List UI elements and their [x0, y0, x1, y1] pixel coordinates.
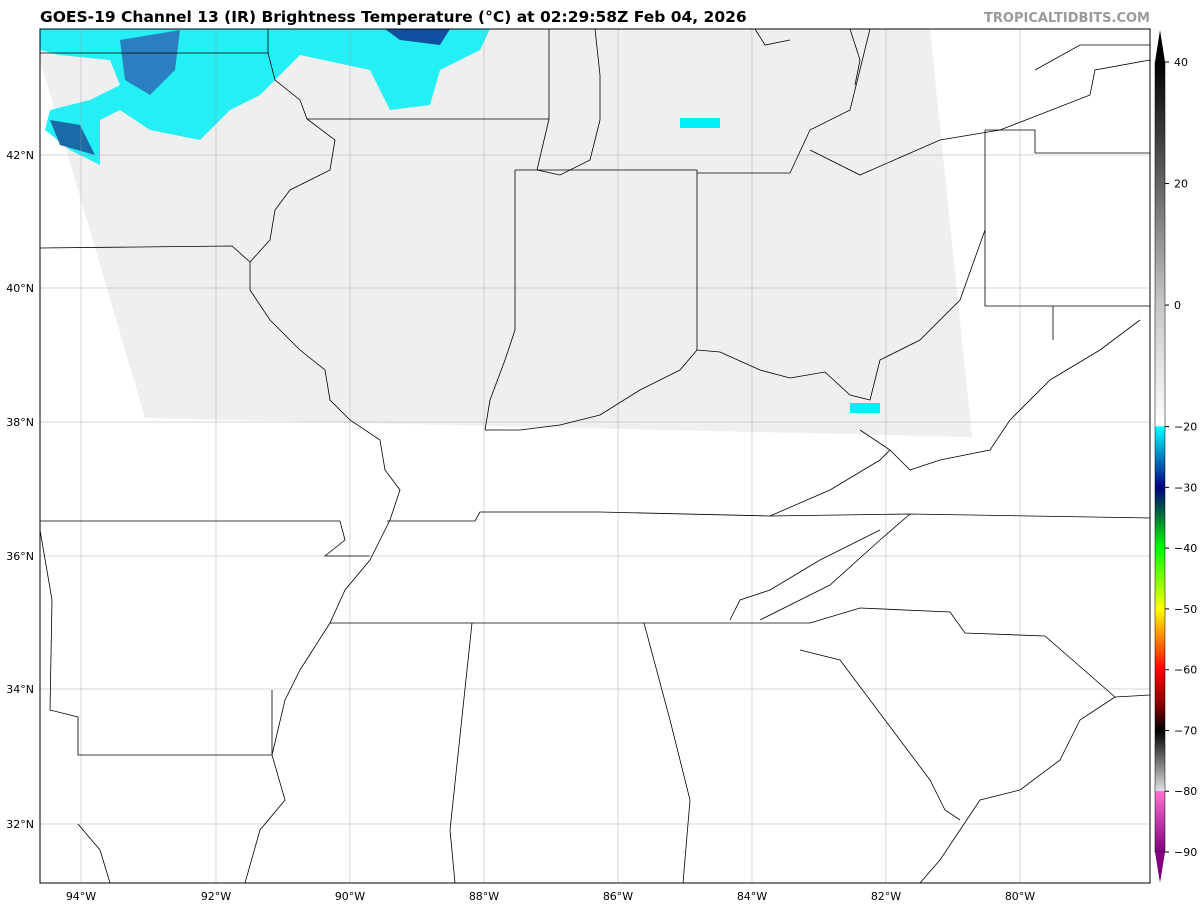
longitude-labels: 94°W 92°W 90°W 88°W 86°W 84°W 82°W 80°W [66, 890, 1035, 903]
lon-label: 92°W [201, 890, 231, 903]
lon-label: 84°W [737, 890, 767, 903]
lon-label: 80°W [1005, 890, 1035, 903]
gridlines [40, 29, 1150, 883]
rivers-and-coasts [77, 29, 1150, 883]
satellite-cloud-field [40, 29, 972, 437]
lat-label: 34°N [6, 683, 34, 696]
state-borders [40, 29, 1150, 883]
colorbar-tick-label: −80 [1174, 785, 1197, 798]
map-title: GOES-19 Channel 13 (IR) Brightness Tempe… [40, 8, 747, 26]
colorbar-tick-label: −40 [1174, 542, 1197, 555]
lon-label: 86°W [603, 890, 633, 903]
colorbar-tick-label: −50 [1174, 603, 1197, 616]
map-area [40, 29, 1150, 883]
map-frame [39, 28, 1151, 884]
colorbar-tick-label: −30 [1174, 481, 1197, 494]
lat-label: 36°N [6, 550, 34, 563]
lat-label: 42°N [6, 149, 34, 162]
lat-label: 38°N [6, 416, 34, 429]
colorbar-extend-max [1155, 30, 1165, 62]
lat-label: 32°N [6, 818, 34, 831]
lon-label: 88°W [469, 890, 499, 903]
cold-cloud-patches [40, 29, 880, 413]
colorbar-tick-label: −70 [1174, 724, 1197, 737]
colorbar-extend-min [1155, 852, 1165, 883]
colorbar-tick-label: 0 [1174, 299, 1181, 312]
lon-label: 90°W [335, 890, 365, 903]
credit-watermark: TROPICALTIDBITS.COM [984, 11, 1150, 26]
colorbar-tick-label: −20 [1174, 421, 1197, 434]
colorbar-bar [1154, 61, 1166, 853]
colorbar: 40 20 0 −20 −30 −40 −50 −60 −70 −80 −90 [1154, 30, 1197, 883]
colorbar-tick-label: 20 [1174, 178, 1188, 191]
lat-label: 40°N [6, 282, 34, 295]
latitude-labels: 42°N 40°N 38°N 36°N 34°N 32°N [6, 149, 34, 831]
colorbar-tick-label: −60 [1174, 664, 1197, 677]
colorbar-tick-label: 40 [1174, 56, 1188, 69]
colorbar-tick-label: −90 [1174, 846, 1197, 859]
lon-label: 94°W [66, 890, 96, 903]
lon-label: 82°W [871, 890, 901, 903]
